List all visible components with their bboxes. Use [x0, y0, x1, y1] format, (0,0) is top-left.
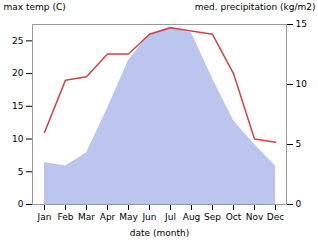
svg-text:20: 20 — [12, 68, 24, 78]
svg-text:5: 5 — [18, 167, 24, 177]
svg-text:15: 15 — [12, 101, 23, 111]
svg-text:Sep: Sep — [204, 212, 221, 222]
svg-text:10: 10 — [12, 134, 24, 144]
svg-text:Jul: Jul — [164, 212, 176, 222]
svg-text:med. precipitation (kg/m2): med. precipitation (kg/m2) — [195, 2, 316, 12]
svg-text:5: 5 — [296, 139, 302, 149]
svg-text:25: 25 — [12, 36, 23, 46]
svg-text:May: May — [119, 212, 138, 222]
svg-text:date (month): date (month) — [130, 228, 189, 238]
svg-text:Nov: Nov — [246, 212, 264, 222]
svg-text:Feb: Feb — [58, 212, 74, 222]
svg-text:0: 0 — [18, 199, 24, 209]
svg-text:Mar: Mar — [78, 212, 95, 222]
svg-text:Apr: Apr — [100, 212, 116, 222]
svg-text:Aug: Aug — [183, 212, 201, 222]
svg-text:0: 0 — [296, 199, 302, 209]
svg-text:Oct: Oct — [226, 212, 242, 222]
svg-text:Jun: Jun — [141, 212, 156, 222]
svg-text:10: 10 — [296, 79, 308, 89]
svg-text:max temp (C): max temp (C) — [4, 2, 66, 12]
svg-text:15: 15 — [296, 19, 307, 29]
svg-text:Dec: Dec — [267, 212, 284, 222]
svg-text:Jan: Jan — [37, 212, 52, 222]
